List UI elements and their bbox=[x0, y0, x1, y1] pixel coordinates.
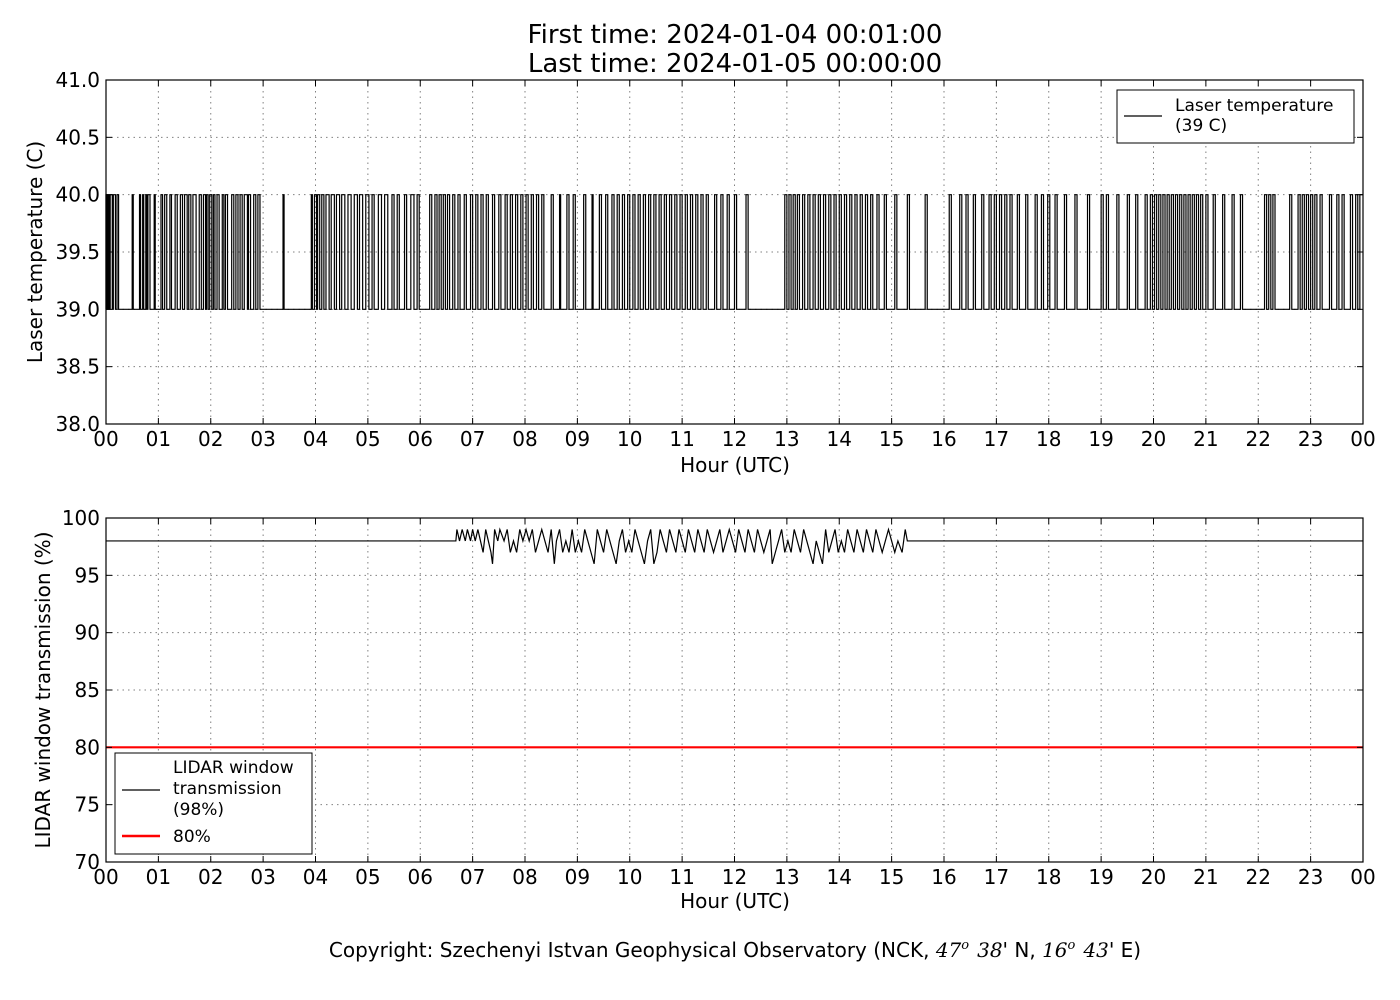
laser-temperature-y-tick-label: 40.5 bbox=[55, 125, 100, 149]
laser-temperature-x-tick-label: 03 bbox=[250, 427, 275, 451]
lidar-transmission-x-tick-label: 00 bbox=[93, 865, 118, 889]
laser-temperature-x-tick-label: 16 bbox=[931, 427, 956, 451]
lidar-transmission-y-tick-label: 70 bbox=[75, 850, 100, 874]
lidar-transmission-x-tick-label: 00 bbox=[1350, 865, 1375, 889]
laser-temperature-legend-label-line2: (39 C) bbox=[1175, 116, 1227, 136]
laser-temperature-x-tick-label: 15 bbox=[879, 427, 904, 451]
laser-temperature-x-tick-label: 14 bbox=[827, 427, 852, 451]
copyright-notice: Copyright: Szechenyi Istvan Geophysical … bbox=[329, 938, 1141, 962]
laser-temperature-y-axis-label: Laser temperature (C) bbox=[23, 141, 47, 363]
lidar-transmission-x-tick-label: 06 bbox=[408, 865, 433, 889]
lidar-transmission-x-tick-label: 04 bbox=[303, 865, 328, 889]
lidar-transmission-y-tick-label: 90 bbox=[75, 621, 100, 645]
laser-temperature-x-tick-label: 23 bbox=[1298, 427, 1323, 451]
laser-temperature-x-tick-label: 01 bbox=[146, 427, 171, 451]
first-time-title: First time: 2024-01-04 00:01:00 bbox=[528, 20, 943, 50]
laser-temperature-x-tick-label: 19 bbox=[1088, 427, 1113, 451]
laser-temperature-legend: Laser temperature (39 C) bbox=[1116, 89, 1355, 144]
last-time-title: Last time: 2024-01-05 00:00:00 bbox=[528, 49, 942, 79]
lidar-transmission-x-tick-label: 23 bbox=[1298, 865, 1323, 889]
lidar-transmission-x-tick-label: 18 bbox=[1036, 865, 1061, 889]
lidar-transmission-x-tick-label: 07 bbox=[460, 865, 485, 889]
latitude-degree-mark: o bbox=[961, 938, 969, 953]
lidar-transmission-x-tick-label: 17 bbox=[984, 865, 1009, 889]
laser-temperature-y-tick-label: 39.0 bbox=[55, 297, 100, 321]
laser-temperature-x-tick-label: 02 bbox=[198, 427, 223, 451]
laser-temperature-x-axis-label: Hour (UTC) bbox=[680, 453, 790, 477]
laser-temperature-x-tick-label: 18 bbox=[1036, 427, 1061, 451]
laser-temperature-y-tick-label: 41.0 bbox=[55, 68, 100, 92]
lidar-transmission-chart: 00 01 02 03 04 05 06 07 08 09 10 11 12 13 14 15 16 17 18 19… bbox=[31, 506, 1376, 913]
copyright-prefix: Copyright: Szechenyi Istvan Geophysical … bbox=[329, 938, 936, 962]
laser-temperature-y-tick-label: 40.0 bbox=[55, 183, 100, 207]
lidar-transmission-y-tick-label: 75 bbox=[75, 793, 100, 817]
laser-temperature-legend-label-line1: Laser temperature bbox=[1175, 96, 1333, 116]
lidar-transmission-y-axis-label: LIDAR window transmission (%) bbox=[31, 532, 55, 849]
longitude-degrees: 16 bbox=[1042, 938, 1068, 962]
lidar-transmission-x-ticks: 00 01 02 03 04 05 06 07 08 09 10 11 12 13 14 15 16 17 18 19… bbox=[93, 518, 1376, 889]
laser-temperature-x-tick-label: 00 bbox=[1350, 427, 1375, 451]
laser-temperature-x-tick-label: 12 bbox=[722, 427, 747, 451]
lidar-transmission-x-tick-label: 11 bbox=[669, 865, 694, 889]
lidar-transmission-y-tick-label: 100 bbox=[62, 506, 100, 530]
lidar-transmission-x-tick-label: 02 bbox=[198, 865, 223, 889]
latitude-minutes: 38 bbox=[977, 938, 1002, 962]
laser-temperature-x-tick-label: 00 bbox=[93, 427, 118, 451]
lidar-transmission-legend-label-line2: transmission bbox=[173, 779, 282, 799]
lidar-transmission-x-tick-label: 01 bbox=[146, 865, 171, 889]
lidar-transmission-y-ticks: 70 75 80 85 90 95 100 bbox=[62, 506, 1363, 874]
lidar-transmission-x-axis-label: Hour (UTC) bbox=[680, 889, 790, 913]
lidar-transmission-legend-label-line1: LIDAR window bbox=[173, 758, 294, 778]
lidar-transmission-series-line bbox=[106, 527, 1363, 565]
laser-temperature-x-tick-label: 10 bbox=[617, 427, 642, 451]
laser-temperature-y-tick-label: 39.5 bbox=[55, 240, 100, 264]
laser-temperature-x-tick-label: 09 bbox=[565, 427, 590, 451]
laser-temperature-y-tick-label: 38.0 bbox=[55, 412, 100, 436]
lidar-transmission-y-tick-label: 85 bbox=[75, 678, 100, 702]
laser-temperature-x-tick-label: 13 bbox=[774, 427, 799, 451]
lidar-transmission-y-tick-label: 80 bbox=[75, 735, 100, 759]
lidar-transmission-legend: LIDAR window transmission (98%) 80% bbox=[114, 752, 313, 855]
laser-temperature-chart: 00 01 02 03 04 05 06 07 08 09 10 11 12 13 14 15 16 17 18 19… bbox=[23, 68, 1376, 477]
lidar-transmission-x-tick-label: 22 bbox=[1246, 865, 1271, 889]
lidar-transmission-x-tick-label: 10 bbox=[617, 865, 642, 889]
laser-temperature-x-tick-label: 05 bbox=[355, 427, 380, 451]
laser-temperature-series-line bbox=[105, 194, 1363, 310]
laser-temperature-x-tick-label: 06 bbox=[408, 427, 433, 451]
lidar-transmission-x-tick-label: 14 bbox=[827, 865, 852, 889]
latitude-degrees: 47 bbox=[935, 938, 962, 962]
lidar-transmission-legend-label-line3: (98%) bbox=[173, 800, 224, 820]
laser-temperature-x-tick-label: 08 bbox=[512, 427, 537, 451]
lidar-transmission-x-tick-label: 15 bbox=[879, 865, 904, 889]
laser-temperature-y-tick-label: 38.5 bbox=[55, 355, 100, 379]
lidar-transmission-x-tick-label: 08 bbox=[512, 865, 537, 889]
lidar-transmission-x-tick-label: 21 bbox=[1193, 865, 1218, 889]
longitude-degree-mark: o bbox=[1068, 938, 1076, 953]
lidar-transmission-x-tick-label: 03 bbox=[250, 865, 275, 889]
lidar-transmission-x-tick-label: 20 bbox=[1141, 865, 1166, 889]
laser-temperature-x-ticks: 00 01 02 03 04 05 06 07 08 09 10 11 12 13 14 15 16 17 18 19… bbox=[93, 80, 1376, 451]
laser-temperature-x-tick-label: 20 bbox=[1141, 427, 1166, 451]
threshold-legend-label: 80% bbox=[173, 827, 211, 847]
laser-temperature-x-tick-label: 04 bbox=[303, 427, 328, 451]
lidar-transmission-x-tick-label: 09 bbox=[565, 865, 590, 889]
longitude-suffix: ' E) bbox=[1109, 938, 1141, 962]
lidar-transmission-x-tick-label: 12 bbox=[722, 865, 747, 889]
lidar-transmission-x-tick-label: 05 bbox=[355, 865, 380, 889]
laser-temperature-x-tick-label: 11 bbox=[669, 427, 694, 451]
lidar-transmission-y-tick-label: 95 bbox=[75, 563, 100, 587]
lidar-transmission-x-tick-label: 19 bbox=[1088, 865, 1113, 889]
latitude-suffix: ' N, bbox=[1003, 938, 1043, 962]
laser-temperature-x-tick-label: 17 bbox=[984, 427, 1009, 451]
laser-temperature-x-tick-label: 07 bbox=[460, 427, 485, 451]
laser-temperature-x-tick-label: 22 bbox=[1246, 427, 1271, 451]
lidar-transmission-x-tick-label: 16 bbox=[931, 865, 956, 889]
longitude-minutes: 43 bbox=[1082, 938, 1108, 962]
laser-temperature-y-ticks: 38.0 38.5 39.0 39.5 40.0 40.5 41.0 bbox=[55, 68, 1363, 436]
laser-temperature-x-tick-label: 21 bbox=[1193, 427, 1218, 451]
lidar-transmission-x-tick-label: 13 bbox=[774, 865, 799, 889]
